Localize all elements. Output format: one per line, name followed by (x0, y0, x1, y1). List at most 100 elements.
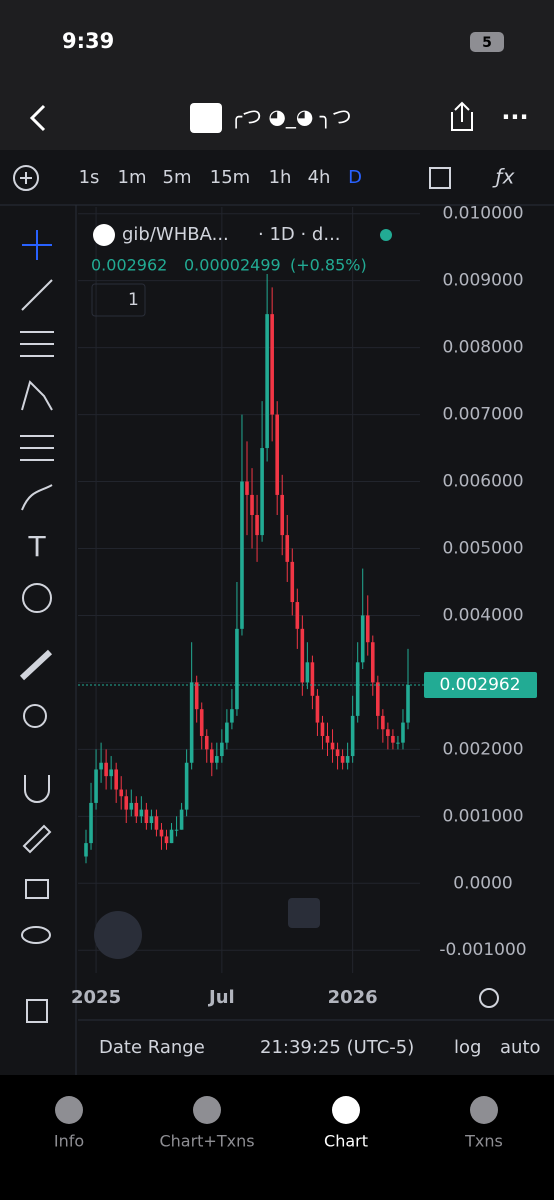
interval-button[interactable]: 4h (308, 167, 331, 188)
settings-button[interactable] (479, 988, 499, 1008)
candle-body (235, 628, 239, 710)
interval-button[interactable]: 1s (79, 167, 100, 188)
symbol-name[interactable]: gib/WHBA... (122, 224, 229, 245)
candle-body (94, 769, 98, 803)
candle-body (204, 735, 209, 750)
tab-label[interactable]: Info (54, 1132, 84, 1151)
candle-body (340, 756, 345, 763)
candle-body (250, 494, 254, 516)
candle-body (396, 742, 400, 744)
tab-label[interactable]: Txns (464, 1132, 503, 1151)
candle-body (401, 722, 405, 743)
tab-label[interactable]: Chart+Txns (159, 1132, 254, 1151)
more-button[interactable]: ··· (501, 103, 528, 131)
legend-change-pct: (+0.85%) (290, 256, 367, 275)
studies-toggle[interactable] (91, 283, 146, 317)
tab-icon (470, 1096, 498, 1124)
tab-label[interactable]: Chart (324, 1132, 368, 1151)
candle-body (139, 809, 144, 817)
candle-body (381, 715, 385, 730)
candle-body (335, 749, 340, 757)
candle-body (290, 561, 295, 603)
interval-button[interactable]: 1h (269, 167, 292, 188)
candle-body (209, 749, 214, 763)
candle-body (345, 756, 350, 763)
clock: 9:39 (62, 29, 114, 53)
interval-button[interactable]: 15m (210, 167, 250, 188)
candle-body (245, 481, 249, 495)
candle-body (360, 615, 365, 663)
timezone[interactable]: 21:39:25 (UTC-5) (260, 1037, 414, 1058)
candle-body (265, 314, 269, 449)
candle-body (230, 709, 234, 723)
candle-body (285, 535, 290, 562)
interval-button[interactable]: 5m (163, 167, 192, 188)
candle-body (376, 682, 380, 716)
crosshair-tool[interactable] (22, 230, 52, 260)
tab-bar: Info Chart+Txns Chart Txns (54, 1096, 503, 1151)
chart-type-button[interactable] (429, 167, 451, 189)
candle-body (406, 684, 410, 723)
candle-body (270, 314, 274, 415)
magnet-tool[interactable] (24, 775, 50, 803)
interval-button[interactable]: D (348, 167, 362, 188)
candle-body (159, 829, 164, 837)
y-tick-label: 0.005000 (442, 538, 523, 558)
pattern-tool[interactable] (21, 380, 53, 411)
candle-body (114, 769, 118, 790)
add-button[interactable] (13, 165, 39, 191)
last-price-badge (424, 671, 537, 698)
auto-toggle[interactable]: auto (500, 1037, 541, 1058)
x-tick-label: Jul (207, 987, 235, 1008)
chart: 0.010000 0.009000 0.008000 0.007000 0.006000… (71, 204, 537, 1008)
interval-button[interactable]: 1m (118, 167, 147, 188)
delete-tool[interactable] (26, 999, 48, 1023)
candle-body (169, 829, 174, 844)
candle-body (174, 829, 179, 831)
lock-drawings-tool[interactable] (22, 824, 52, 854)
log-toggle[interactable]: log (454, 1037, 481, 1058)
candle-body (310, 662, 315, 696)
brush-tool[interactable] (21, 484, 53, 511)
candle-body (330, 742, 335, 750)
token-icon (190, 103, 222, 133)
market-status (380, 229, 392, 241)
candle-body (109, 769, 113, 777)
fib-tool[interactable] (20, 331, 54, 357)
y-tick-label: 0.001000 (442, 806, 523, 826)
candle-body (255, 515, 259, 536)
reset-button[interactable] (288, 898, 320, 928)
x-tick-label: 2025 (71, 987, 121, 1008)
ruler-tool[interactable] (19, 649, 53, 681)
emoji-tool[interactable] (22, 583, 52, 613)
candle-body (350, 715, 355, 757)
candle-body (164, 836, 169, 844)
zoom-tool[interactable] (23, 704, 47, 728)
trendline-tool[interactable] (21, 279, 53, 311)
tab-icon (193, 1096, 221, 1124)
indicators-button[interactable]: ƒx (492, 165, 515, 189)
candle-body (194, 682, 199, 710)
back-button[interactable] (29, 104, 46, 132)
candle-body (370, 642, 375, 683)
tab-icon (55, 1096, 83, 1124)
interval-info: · 1D · d... (258, 224, 341, 245)
projection-tool[interactable] (20, 435, 54, 461)
date-range[interactable]: Date Range (99, 1037, 205, 1058)
candle-body (386, 729, 390, 736)
lock-tool[interactable] (25, 879, 49, 899)
candle-body (189, 682, 194, 763)
text-tool[interactable]: T (27, 530, 46, 563)
y-tick-label: 0.002000 (442, 739, 523, 759)
interval-bar: 1s 1m 5m 15m 1h 4h D (79, 167, 362, 188)
battery (470, 32, 504, 52)
y-tick-label: 0.0000 (453, 873, 512, 893)
share-button[interactable] (451, 101, 473, 131)
legend-change: 0.00002499 (184, 256, 281, 275)
candle-body (149, 816, 154, 824)
visibility-tool[interactable] (21, 926, 51, 944)
y-tick-label: 0.009000 (442, 271, 523, 291)
y-tick-label: 0.010000 (442, 204, 523, 224)
